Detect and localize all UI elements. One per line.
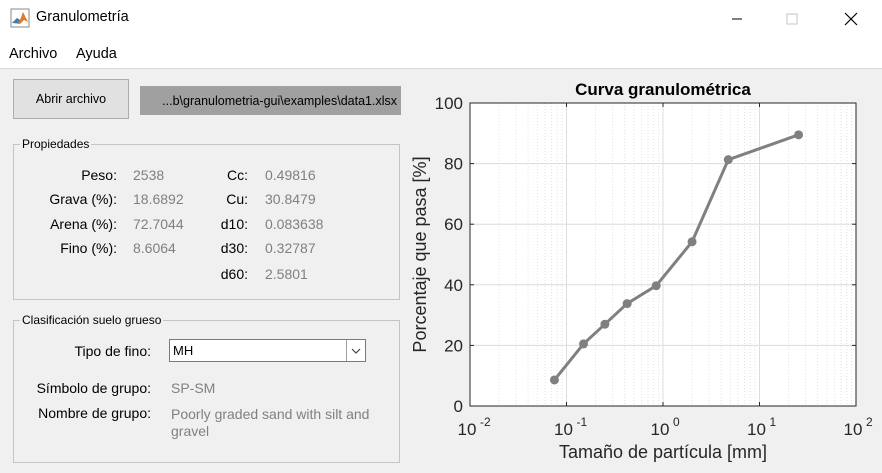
grava-value: 18.6892 — [133, 191, 184, 207]
data-point — [600, 319, 610, 329]
x-tick-exponent: -2 — [480, 415, 491, 429]
clasificacion-panel: Clasificación suelo grueso Tipo de fino:… — [13, 313, 400, 463]
cu-label: Cu: — [226, 191, 248, 207]
dropdown-arrow[interactable] — [346, 340, 365, 361]
maximize-icon — [786, 13, 798, 25]
data-point — [578, 339, 588, 349]
x-tick-label: 10 — [651, 420, 670, 439]
cc-label: Cc: — [227, 167, 248, 183]
file-path-field: ...b\granulometria-gui\examples\data1.xl… — [140, 86, 401, 115]
d30-value: 0.32787 — [265, 240, 316, 256]
y-tick-label: 60 — [444, 215, 463, 234]
d10-value: 0.083638 — [265, 216, 324, 232]
nombre-value: Poorly graded sand with silt and gravel — [171, 406, 370, 439]
data-point — [651, 281, 661, 291]
window-title: Granulometría — [36, 9, 129, 25]
open-file-button[interactable]: Abrir archivo — [13, 79, 129, 119]
cc-value: 0.49816 — [265, 167, 316, 183]
clasificacion-title: Clasificación suelo grueso — [20, 313, 164, 327]
propiedades-panel: Propiedades Peso: 2538 Grava (%): 18.689… — [13, 137, 400, 300]
arena-value: 72.7044 — [133, 216, 184, 232]
data-point — [794, 130, 804, 140]
peso-value: 2538 — [133, 167, 165, 183]
x-tick-label: 10 — [458, 420, 477, 439]
chart-title: Curva granulométrica — [575, 80, 751, 99]
y-axis-label: Porcentaje que pasa [%] — [410, 156, 430, 352]
peso-label: Peso: — [81, 167, 117, 183]
d60-label: d60: — [220, 266, 248, 282]
data-point — [687, 237, 697, 247]
fino-value: 8.6064 — [133, 240, 176, 256]
maximize-button[interactable] — [769, 0, 815, 38]
tipo-fino-value: MH — [173, 343, 194, 358]
x-tick-label: 10 — [747, 420, 766, 439]
data-point — [622, 299, 632, 309]
menu-bar: Archivo Ayuda — [0, 40, 882, 68]
simbolo-label: Símbolo de grupo: — [36, 380, 151, 396]
data-point — [549, 375, 559, 385]
tipo-fino-label: Tipo de fino: — [74, 343, 151, 359]
minimize-icon — [732, 18, 742, 20]
file-path-text: ...b\granulometria-gui\examples\data1.xl… — [162, 93, 397, 108]
menu-ayuda[interactable]: Ayuda — [76, 46, 117, 62]
data-point — [723, 155, 733, 165]
y-tick-label: 100 — [435, 94, 463, 113]
x-tick-label: 10 — [844, 420, 863, 439]
chevron-down-icon — [351, 348, 361, 354]
nombre-label: Nombre de grupo: — [38, 405, 151, 421]
y-tick-label: 40 — [444, 276, 463, 295]
x-axis-label: Tamaño de partícula [mm] — [559, 442, 767, 462]
d30-label: d30: — [220, 240, 248, 256]
grava-label: Grava (%): — [49, 191, 117, 207]
close-icon — [844, 12, 858, 26]
x-tick-exponent: 0 — [673, 415, 680, 429]
close-button[interactable] — [828, 0, 874, 38]
y-tick-label: 0 — [454, 397, 463, 416]
matlab-logo-icon — [10, 8, 30, 28]
d60-value: 2.5801 — [265, 266, 308, 282]
y-tick-label: 20 — [444, 336, 463, 355]
main-content: Abrir archivo ...b\granulometria-gui\exa… — [0, 68, 882, 473]
propiedades-title: Propiedades — [20, 137, 92, 151]
fino-label: Fino (%): — [60, 240, 117, 256]
x-tick-exponent: -1 — [577, 415, 588, 429]
d10-label: d10: — [220, 216, 248, 232]
title-bar: Granulometría — [0, 0, 882, 38]
x-tick-label: 10 — [554, 420, 573, 439]
simbolo-value: SP-SM — [171, 380, 216, 396]
x-tick-exponent: 2 — [866, 415, 873, 429]
minimize-button[interactable] — [714, 0, 760, 38]
cu-value: 30.8479 — [265, 191, 316, 207]
tipo-fino-select[interactable]: MH — [169, 339, 366, 362]
data-series-line — [553, 133, 800, 381]
y-tick-label: 80 — [444, 155, 463, 174]
menu-archivo[interactable]: Archivo — [9, 46, 58, 62]
arena-label: Arena (%): — [50, 216, 117, 232]
x-tick-exponent: 1 — [770, 415, 777, 429]
